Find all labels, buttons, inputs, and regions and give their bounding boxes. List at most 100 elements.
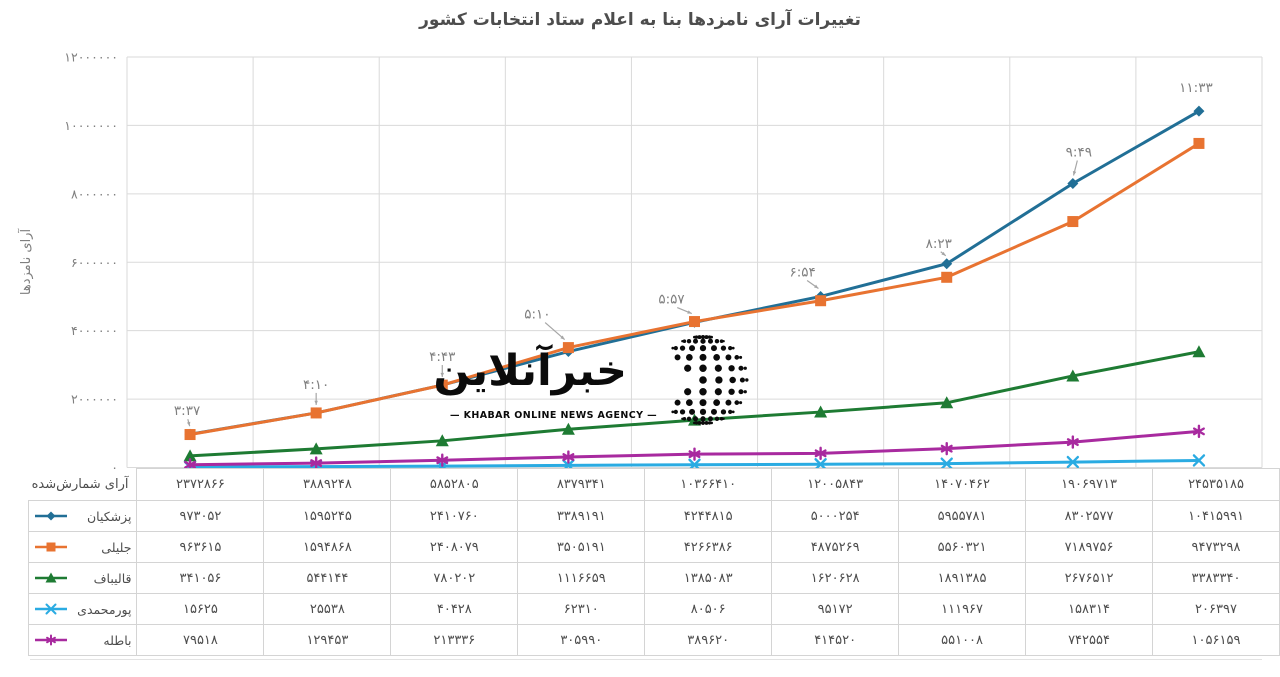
y-tick-label: ۴۰۰۰۰۰۰ [71,323,118,338]
vote-count-cell: ۷۸۰۲۰۲ [390,562,519,594]
series-point-marker [814,446,827,461]
counted-votes-value: ۲۴۵۳۵۱۸۵ [1151,468,1280,501]
series-name-label: جلیلی [101,539,132,555]
vote-count-cell: ۲۱۳۳۳۶ [390,624,519,656]
series-point-marker [1192,345,1206,358]
time-annotation-label: ۴:۱۰ [303,377,329,393]
asterisk-legend-marker-icon [35,634,67,646]
vote-count-cell: ۳۵۰۵۱۹۱ [517,531,646,563]
vote-count-cell: ۵۵۶۰۳۲۱ [898,531,1027,563]
series-point-marker [309,442,323,455]
series-point-marker [940,457,953,470]
y-tick-label: ۲۰۰۰۰۰۰ [71,392,118,407]
counted-votes-value: ۱۴۰۷۰۴۶۲ [898,468,1027,501]
triangle-legend-marker-icon [35,572,67,583]
legend-marker-glyph [45,603,57,615]
vote-count-cell: ۹۶۳۶۱۵ [136,531,265,563]
vote-count-cell: ۱۵۹۵۲۴۵ [263,500,392,532]
vote-count-cell: ۲۵۵۳۸ [263,593,392,625]
gridlines [126,56,1263,468]
series-point-marker [562,342,574,354]
series-line [189,350,1200,458]
series-row-باطله: باطله ۷۹۵۱۸ ۱۲۹۴۵۳ ۲۱۳۳۳۶ ۳۰۵۹۹۰ ۳۸۹۶۲۰ ۴۱۴۵۲۰… [27,624,1280,656]
series-point-marker [1066,455,1080,469]
series-row-قالیباف: قالیباف ۳۴۱۰۵۶ ۵۴۴۱۴۴ ۷۸۰۲۰۲ ۱۱۱۶۶۵۹ ۱۳۸۵۰۸۳ ۱… [27,562,1280,594]
series-row-پزشکیان: پزشکیان ۹۷۳۰۵۲ ۱۵۹۵۲۴۵ ۲۴۱۰۷۶۰ ۳۳۸۹۱۹۱ ۴۲۴۴۸۱… [27,500,1280,532]
vote-count-cell: ۴۲۴۴۸۱۵ [644,500,773,532]
table-bottom-shadow [30,659,1262,660]
annotation-leader-arrowhead [440,372,445,378]
time-annotation-label: ۳:۳۷ [174,403,200,419]
counted-votes-value: ۳۸۸۹۲۴۸ [263,468,392,501]
time-annotations: ۳:۳۷ ۴:۱۰ ۴:۴۳ ۵:۱۰ ۵:۵۷ ۶:۵۴ ۸:۲۳ ۹:۴۹ ۱۱:۳۳ [174,80,1213,427]
series-point-marker [1067,177,1079,189]
series-point-marker [184,429,196,441]
vote-count-cell: ۱۲۹۴۵۳ [263,624,392,656]
vote-count-cell: ۵۹۵۵۷۸۱ [898,500,1027,532]
series-line [189,109,1200,436]
vote-count-cell: ۳۳۸۳۳۴۰ [1151,562,1280,594]
counted-votes-value: ۱۹۰۶۹۷۱۳ [1025,468,1153,501]
series-line [189,142,1200,437]
series-point-marker [435,434,449,447]
page-title: تغییرات آرای نامزدها بنا به اعلام ستاد ا… [419,10,861,30]
y-axis: ۰ ۲۰۰۰۰۰۰ ۴۰۰۰۰۰۰ ۶۰۰۰۰۰۰ ۸۰۰۰۰۰۰ ۱۰۰۰۰۰۰۰ ۱۲۰… [17,50,118,476]
series-legend-cell: قالیباف [27,562,138,594]
vote-count-cell: ۴۲۶۶۳۸۶ [644,531,773,563]
vote-count-cell: ۱۸۹۱۳۸۵ [898,562,1027,594]
annotation-leader-arrowhead [560,335,565,340]
y-tick-label: ۰ [111,460,118,475]
series-point-marker [562,450,575,464]
vote-count-cell: ۲۴۰۸۰۷۹ [390,531,519,563]
annotation-leader-arrowhead [1072,171,1077,176]
vote-count-cell: ۱۵۹۴۸۶۸ [263,531,392,563]
series-legend-cell: جلیلی [27,531,138,563]
series-point-marker [1192,424,1205,439]
vote-count-cell: ۵۰۰۰۲۵۴ [771,500,900,532]
counted-votes-value: ۲۳۷۲۸۶۶ [136,468,265,501]
counted-votes-value: ۸۳۷۹۳۴۱ [517,468,646,501]
vote-count-cell: ۹۴۷۳۲۹۸ [1151,531,1280,563]
y-tick-label: ۸۰۰۰۰۰۰ [71,186,118,201]
square-legend-marker-icon [35,542,67,552]
vote-count-cell: ۳۳۸۹۱۹۱ [517,500,646,532]
series-پزشکیان [184,105,1205,440]
vote-count-cell: ۳۰۵۹۹۰ [517,624,646,656]
series-name-label: باطله [103,632,132,648]
vote-count-cell: ۳۴۱۰۵۶ [136,562,265,594]
vote-count-cell: ۱۰۵۶۱۵۹ [1151,624,1280,656]
annotation-leader-line [544,322,566,341]
annotation-leader-arrowhead [314,400,318,405]
series-point-marker [941,258,953,270]
time-annotation-label: ۵:۵۷ [658,292,684,308]
vote-count-cell: ۷۱۸۹۷۵۶ [1025,531,1153,563]
series-name-label: پزشکیان [86,508,132,524]
time-annotation-label: ۶:۵۴ [789,264,815,280]
vote-count-cell: ۹۵۱۷۲ [771,593,900,625]
series-row-جلیلی: جلیلی ۹۶۳۶۱۵ ۱۵۹۴۸۶۸ ۲۴۰۸۰۷۹ ۳۵۰۵۱۹۱ ۴۲۶۶۳۸۶ ۴… [27,531,1280,563]
annotation-leader-arrowhead [687,310,692,314]
series-point-marker [941,271,953,283]
vote-count-cell: ۷۹۵۱۸ [136,624,265,656]
vote-count-cell: ۸۳۰۲۵۷۷ [1025,500,1153,532]
legend-marker-glyph [46,542,56,552]
vote-count-cell: ۳۸۹۶۲۰ [644,624,773,656]
diamond-legend-marker-icon [35,511,67,521]
series-point-marker [1192,454,1206,467]
vote-count-cell: ۶۲۳۱۰ [517,593,646,625]
annotation-leader-arrowhead [186,421,191,427]
vote-count-cell: ۵۴۴۱۴۴ [263,562,392,594]
y-tick-label: ۱۲۰۰۰۰۰۰ [64,50,118,65]
series-point-marker [310,407,322,419]
series-point-marker [1066,435,1079,449]
series-point-marker [814,405,828,418]
series-point-marker [561,422,575,435]
time-annotation-label: ۸:۲۳ [926,236,952,252]
series-point-marker [183,449,197,462]
y-tick-label: ۱۰۰۰۰۰۰۰ [64,118,118,133]
series-point-marker [814,458,827,471]
vote-count-cell: ۴۱۴۵۲۰ [771,624,900,656]
results-table: آرای شمارش‌شده ۲۳۷۲۸۶۶ ۳۸۸۹۲۴۸ ۵۸۵۲۸۰۵ ۸۳۷۹… [27,468,1280,656]
time-annotation-label: ۹:۴۹ [1066,144,1092,160]
